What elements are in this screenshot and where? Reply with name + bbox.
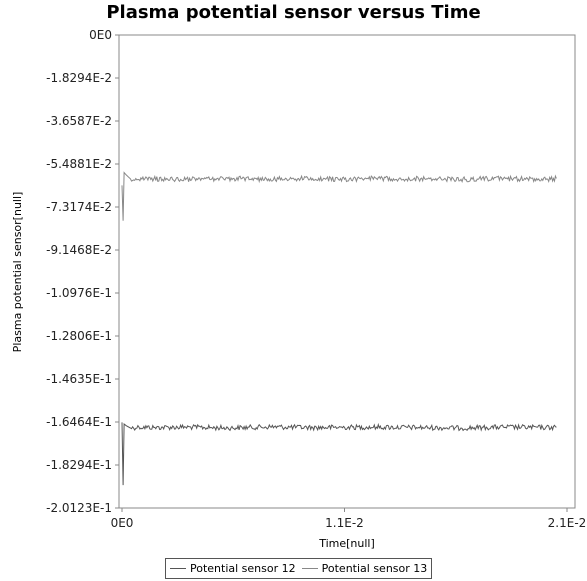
y-tick-label: -1.2806E-1	[46, 329, 112, 343]
x-tick-label: 0E0	[111, 516, 134, 530]
y-tick-label: -1.6464E-1	[46, 415, 112, 429]
series-lines	[121, 171, 557, 486]
legend-swatch-sensor-12	[170, 568, 186, 569]
series-line-sensor-12	[121, 422, 557, 486]
y-axis-ticks: 0E0 -1.8294E-2 -3.6587E-2 -5.4881E-2 -7.3174…	[46, 28, 119, 515]
x-axis-label: Time[null]	[318, 537, 375, 550]
x-axis-ticks: 0E0 1.1E-2 2.1E-2	[111, 508, 587, 530]
y-tick-label: -7.3174E-2	[46, 200, 112, 214]
y-tick-label: -1.8294E-2	[46, 71, 112, 85]
chart-title: Plasma potential sensor versus Time	[106, 2, 481, 23]
y-tick-label: -3.6587E-2	[46, 114, 112, 128]
legend-item-sensor-13: Potential sensor 13	[301, 562, 428, 575]
x-tick-label: 2.1E-2	[548, 516, 587, 530]
y-axis-label: Plasma potential sensor[null]	[11, 192, 24, 353]
legend-label-sensor-12: Potential sensor 12	[190, 562, 296, 575]
x-tick-label: 1.1E-2	[325, 516, 364, 530]
y-tick-label: -5.4881E-2	[46, 157, 112, 171]
plot-area	[118, 34, 576, 509]
legend: Potential sensor 12 Potential sensor 13	[165, 558, 433, 579]
legend-label-sensor-13: Potential sensor 13	[321, 562, 428, 575]
y-tick-label: -1.4635E-1	[46, 372, 112, 386]
y-tick-label: -1.8294E-1	[46, 458, 112, 472]
y-tick-label: 0E0	[89, 28, 112, 42]
y-tick-label: -9.1468E-2	[46, 243, 112, 257]
y-tick-label: -2.0123E-1	[46, 501, 112, 515]
legend-item-sensor-12: Potential sensor 12	[170, 562, 296, 575]
y-tick-label: -1.0976E-1	[46, 286, 112, 300]
legend-swatch-sensor-13	[301, 568, 318, 569]
series-line-sensor-13	[121, 171, 557, 221]
